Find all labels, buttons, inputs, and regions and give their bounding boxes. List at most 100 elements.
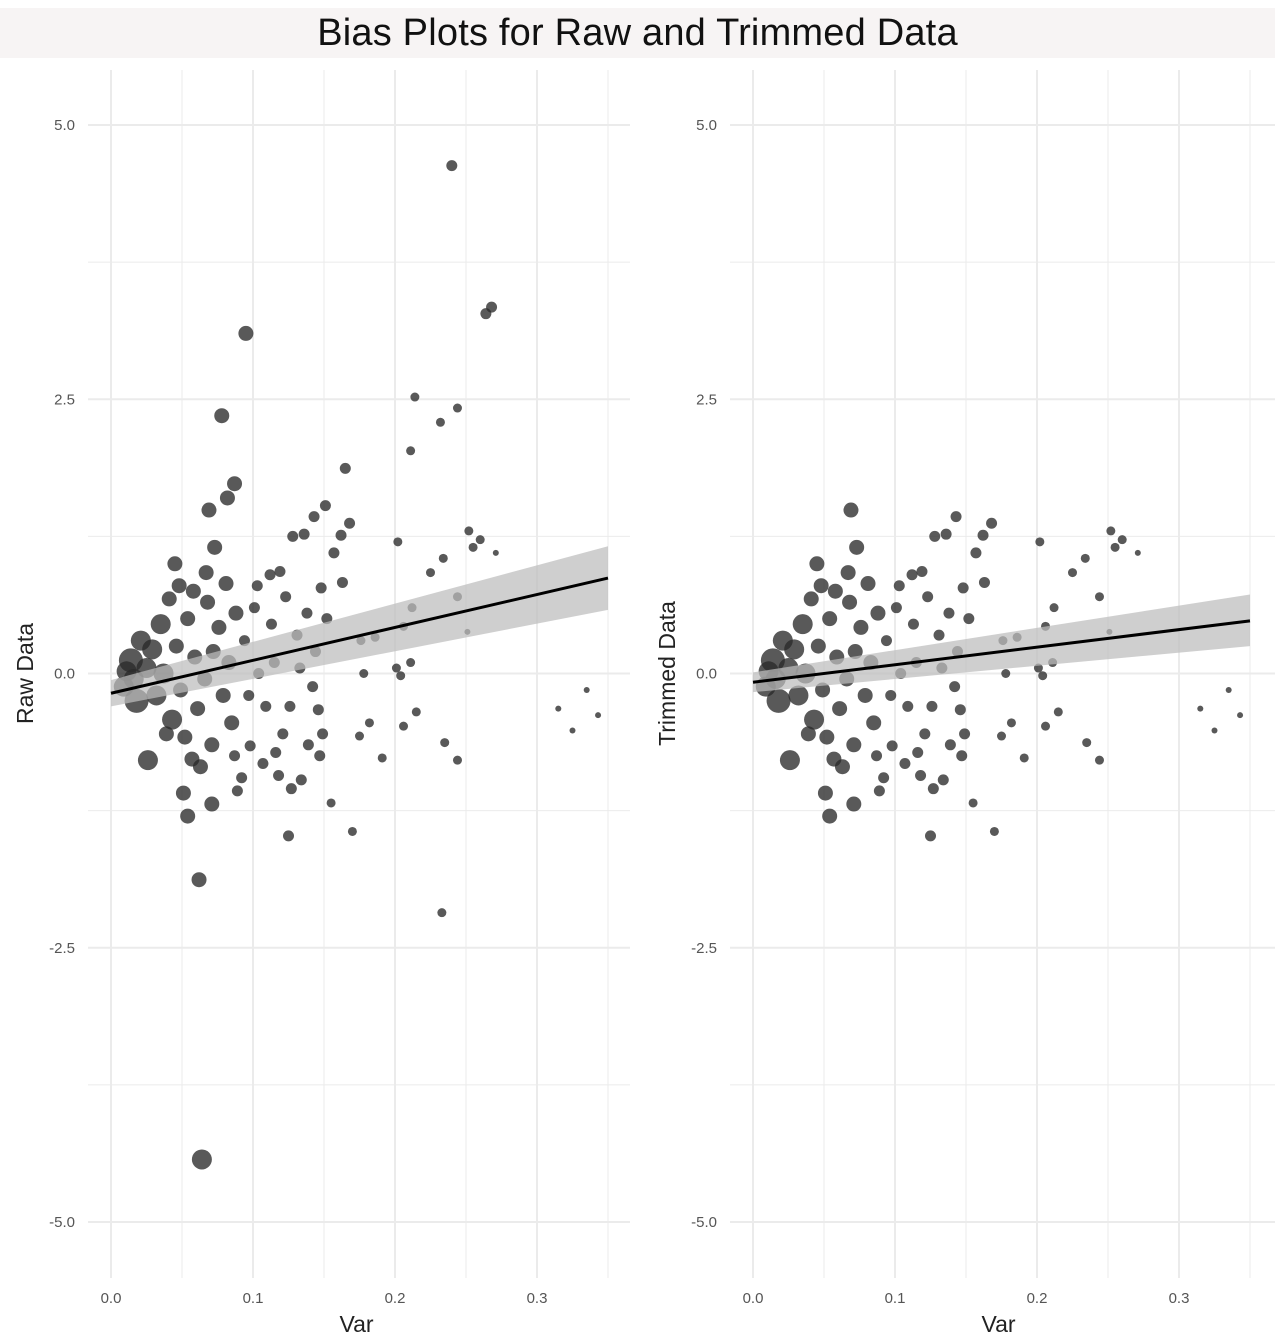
data-point (1035, 537, 1045, 547)
data-point (190, 701, 206, 717)
data-point (846, 737, 862, 753)
data-point (804, 709, 825, 730)
data-point (1001, 669, 1011, 678)
data-point (347, 826, 357, 836)
data-point (957, 582, 969, 594)
data-point (260, 700, 272, 712)
data-point (890, 602, 902, 614)
data-point (878, 772, 890, 784)
data-point (922, 591, 934, 603)
data-point (438, 553, 448, 563)
data-point (280, 591, 292, 603)
data-point (912, 746, 924, 758)
data-point (899, 757, 911, 769)
data-point (308, 511, 320, 523)
data-point (870, 605, 886, 621)
data-point (906, 569, 918, 581)
data-point (319, 500, 331, 512)
data-point (452, 755, 462, 765)
data-point (396, 671, 406, 681)
data-point (1094, 592, 1104, 602)
data-point (915, 770, 927, 782)
data-point (943, 607, 955, 619)
data-point (950, 511, 962, 523)
data-point (207, 539, 223, 555)
y-tick-label: 2.5 (54, 391, 75, 408)
data-point (815, 682, 831, 698)
chart-title: Bias Plots for Raw and Trimmed Data (317, 11, 958, 54)
y-tick-label: -5.0 (691, 1214, 717, 1231)
x-axis-label: Var (981, 1311, 1015, 1337)
data-point (150, 614, 171, 635)
data-point (264, 569, 276, 581)
data-point (224, 715, 240, 731)
y-tick-label: 0.0 (696, 666, 717, 683)
data-point (926, 700, 938, 712)
data-point (227, 476, 243, 492)
x-axis-label: Var (339, 1311, 373, 1337)
data-point (335, 529, 347, 541)
data-point (284, 700, 296, 712)
data-point (902, 700, 914, 712)
data-point (201, 502, 217, 518)
x-tick-label: 0.0 (101, 1290, 122, 1307)
data-point (849, 539, 865, 555)
data-point (175, 785, 191, 801)
x-tick-label: 0.0 (743, 1290, 764, 1307)
data-point (885, 689, 897, 701)
data-point (886, 740, 898, 752)
data-point (314, 750, 326, 762)
data-point (236, 772, 248, 784)
data-point (907, 618, 919, 630)
data-point (860, 576, 876, 592)
data-point (231, 785, 243, 797)
data-point (893, 580, 905, 592)
data-point (792, 614, 813, 635)
data-point (963, 613, 975, 625)
data-point (1006, 718, 1016, 728)
data-point (336, 576, 348, 588)
data-point (1110, 542, 1120, 552)
data-point (842, 594, 858, 610)
data-point (817, 785, 833, 801)
data-point (919, 728, 931, 740)
data-point (925, 830, 936, 842)
data-point (218, 576, 234, 592)
data-point (822, 808, 838, 824)
data-point (809, 556, 825, 572)
data-point (302, 739, 314, 751)
data-point (411, 707, 421, 717)
data-point (177, 729, 193, 745)
data-point (191, 872, 207, 888)
data-point (315, 582, 327, 594)
data-point (204, 737, 220, 753)
data-point (191, 1149, 212, 1170)
data-point (986, 517, 998, 529)
x-tick-label: 0.3 (527, 1290, 548, 1307)
data-point (788, 685, 809, 706)
data-point (393, 537, 403, 547)
data-point (866, 715, 882, 731)
data-point (555, 705, 562, 712)
data-point (803, 591, 819, 607)
x-tick-label: 0.1 (243, 1290, 264, 1307)
data-point (784, 639, 805, 660)
data-point (317, 728, 329, 740)
data-point (339, 462, 351, 474)
data-point (949, 681, 961, 693)
data-point (265, 618, 277, 630)
data-point (940, 528, 952, 540)
data-point (954, 704, 966, 716)
data-point (480, 308, 492, 320)
data-point (970, 547, 982, 559)
data-point (832, 701, 848, 717)
data-point (377, 753, 387, 763)
data-point (301, 607, 313, 619)
data-point (1041, 721, 1051, 731)
data-point (326, 798, 336, 808)
data-point (959, 728, 971, 740)
data-point (978, 576, 990, 588)
data-point (391, 663, 401, 673)
data-point (180, 611, 196, 627)
data-point (810, 638, 826, 654)
